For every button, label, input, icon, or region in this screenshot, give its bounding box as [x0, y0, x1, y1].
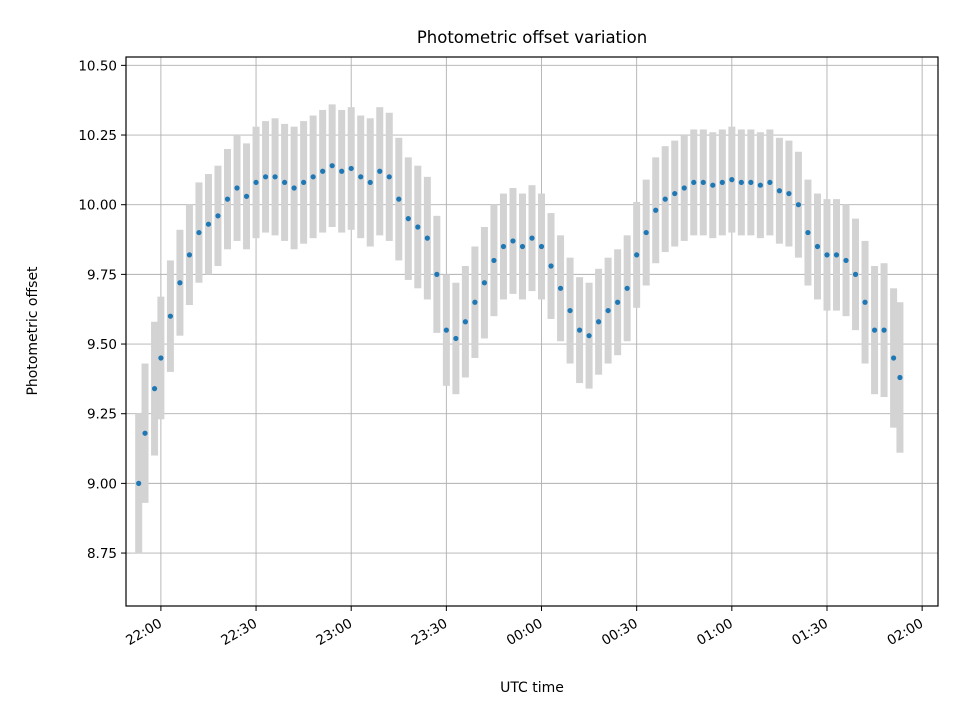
data-point	[272, 174, 278, 180]
data-point	[243, 193, 250, 199]
data-point	[415, 224, 421, 230]
data-point	[142, 430, 148, 436]
data-point	[833, 252, 840, 258]
data-point	[253, 179, 259, 186]
data-point	[814, 243, 821, 250]
data-point	[396, 196, 402, 202]
data-point	[529, 235, 535, 241]
data-point	[776, 188, 783, 194]
data-point	[557, 285, 564, 291]
data-point	[634, 252, 640, 258]
data-point	[205, 221, 212, 227]
data-point	[757, 182, 763, 188]
data-points	[136, 163, 903, 486]
y-tick-label: 10.25	[78, 128, 117, 144]
data-point	[329, 163, 335, 169]
data-point	[358, 174, 364, 180]
data-point	[538, 243, 545, 250]
data-point	[748, 179, 754, 186]
data-point	[167, 313, 174, 319]
data-point	[377, 168, 383, 174]
data-point	[548, 263, 554, 269]
data-point	[681, 185, 687, 191]
y-tick-label: 9.50	[87, 337, 117, 353]
data-point	[672, 190, 678, 197]
data-point	[824, 252, 830, 258]
data-point	[729, 177, 735, 183]
data-point	[519, 243, 526, 250]
data-point	[386, 174, 392, 180]
y-tick-label: 10.00	[78, 198, 117, 214]
data-point	[662, 196, 668, 202]
data-point	[434, 271, 440, 277]
data-point	[320, 168, 326, 174]
data-point	[215, 213, 221, 219]
data-point	[262, 174, 269, 180]
data-point	[767, 179, 773, 186]
data-point	[158, 355, 164, 361]
data-point	[481, 280, 488, 286]
data-point	[291, 185, 297, 191]
data-point	[576, 327, 583, 333]
x-axis-label: UTC time	[500, 680, 564, 696]
data-point	[615, 299, 621, 305]
data-point	[424, 235, 430, 241]
data-point	[567, 307, 573, 314]
data-point	[881, 327, 887, 333]
data-point	[795, 202, 802, 208]
data-point	[177, 280, 183, 286]
data-point	[136, 480, 142, 486]
data-point	[862, 299, 868, 305]
y-tick-label: 9.25	[87, 407, 117, 423]
data-point	[281, 179, 288, 186]
data-point	[348, 165, 354, 172]
data-point	[301, 179, 307, 186]
y-tick-label: 8.75	[87, 546, 117, 562]
data-point	[719, 179, 725, 186]
data-point	[310, 174, 316, 180]
y-axis-label: Photometric offset	[25, 266, 41, 396]
data-point	[643, 229, 649, 236]
data-point	[453, 335, 459, 342]
data-point	[367, 179, 373, 186]
data-point	[462, 319, 468, 325]
data-point	[843, 257, 849, 264]
y-tick-label: 9.00	[87, 476, 117, 492]
data-point	[871, 327, 878, 333]
data-point	[700, 179, 706, 186]
data-point	[691, 179, 697, 186]
data-point	[586, 333, 592, 339]
data-point	[472, 299, 478, 305]
data-point	[491, 257, 497, 264]
data-point	[605, 307, 611, 314]
data-point	[710, 182, 716, 188]
data-point	[224, 196, 231, 202]
data-point	[151, 386, 158, 392]
data-point	[897, 374, 903, 381]
data-point	[805, 229, 811, 236]
data-point	[405, 216, 411, 222]
plot-frame	[125, 56, 939, 607]
data-point	[596, 319, 602, 325]
data-point	[196, 229, 202, 236]
data-point	[339, 168, 345, 174]
data-point	[443, 327, 449, 333]
y-tick-label: 10.50	[78, 58, 117, 74]
data-point	[234, 185, 240, 191]
data-point	[624, 285, 630, 291]
data-point	[500, 243, 507, 250]
y-axis-ticks: 8.75 9.00 9.25 9.50 9.75 10.00 10.25 10.50	[78, 58, 126, 562]
y-tick-label: 9.75	[87, 267, 117, 283]
chart-title: Photometric offset variation	[417, 28, 647, 47]
data-point	[852, 271, 859, 277]
data-point	[890, 355, 897, 361]
data-point	[510, 238, 516, 244]
data-point	[653, 207, 659, 213]
data-point	[186, 252, 193, 258]
data-point	[786, 190, 792, 197]
data-point	[738, 179, 744, 186]
